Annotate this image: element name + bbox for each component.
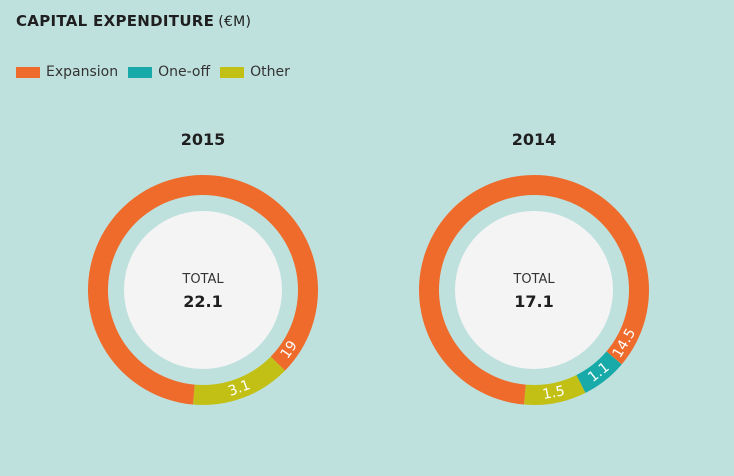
donut-segment-one-off-2014	[576, 351, 622, 393]
center-label-2014: TOTAL	[512, 272, 555, 287]
donut-svg-2015: TOTAL 22.1 3.119	[87, 175, 318, 405]
legend-item-expansion: Expansion	[16, 64, 118, 80]
legend-item-one-off: One-off	[128, 64, 210, 80]
donut-center-2014	[455, 211, 613, 369]
donut-svg-2014: TOTAL 17.1 1.51.114.5	[419, 174, 649, 405]
chart-year-2015: 2015	[180, 130, 226, 149]
donut-chart-2015: 2015 TOTAL 22.1 3.1 19	[83, 125, 323, 415]
legend-swatch-one-off	[128, 66, 153, 78]
donut-segment-other-2015	[192, 356, 286, 405]
chart-unit: (€M)	[218, 14, 252, 30]
data-label-other-2015: 3.1	[226, 377, 252, 400]
center-total-2014: 17.1	[514, 292, 553, 311]
legend-label-one-off: One-off	[158, 64, 211, 80]
center-total-2015: 22.1	[183, 292, 222, 311]
legend-item-other: Other	[220, 64, 290, 80]
center-label-2015: TOTAL	[181, 272, 224, 287]
donut-chart-2014: 2014 TOTAL 17.1 1.5 1.1 14.5	[414, 125, 654, 415]
donut-segment-other-2014	[523, 374, 586, 405]
data-label-other-2014: 1.5	[541, 383, 566, 403]
chart-title: CAPITAL EXPENDITURE (€M)	[16, 12, 251, 30]
donut-center-2015	[124, 211, 282, 369]
chart-year-2014: 2014	[511, 130, 557, 149]
legend-label-expansion: Expansion	[46, 64, 119, 80]
legend-label-other: Other	[250, 64, 290, 80]
legend-swatch-expansion	[16, 66, 40, 78]
chart-title-text: CAPITAL EXPENDITURE	[16, 12, 215, 30]
legend-swatch-other	[220, 66, 245, 78]
legend: Expansion One-off Other	[16, 64, 300, 80]
